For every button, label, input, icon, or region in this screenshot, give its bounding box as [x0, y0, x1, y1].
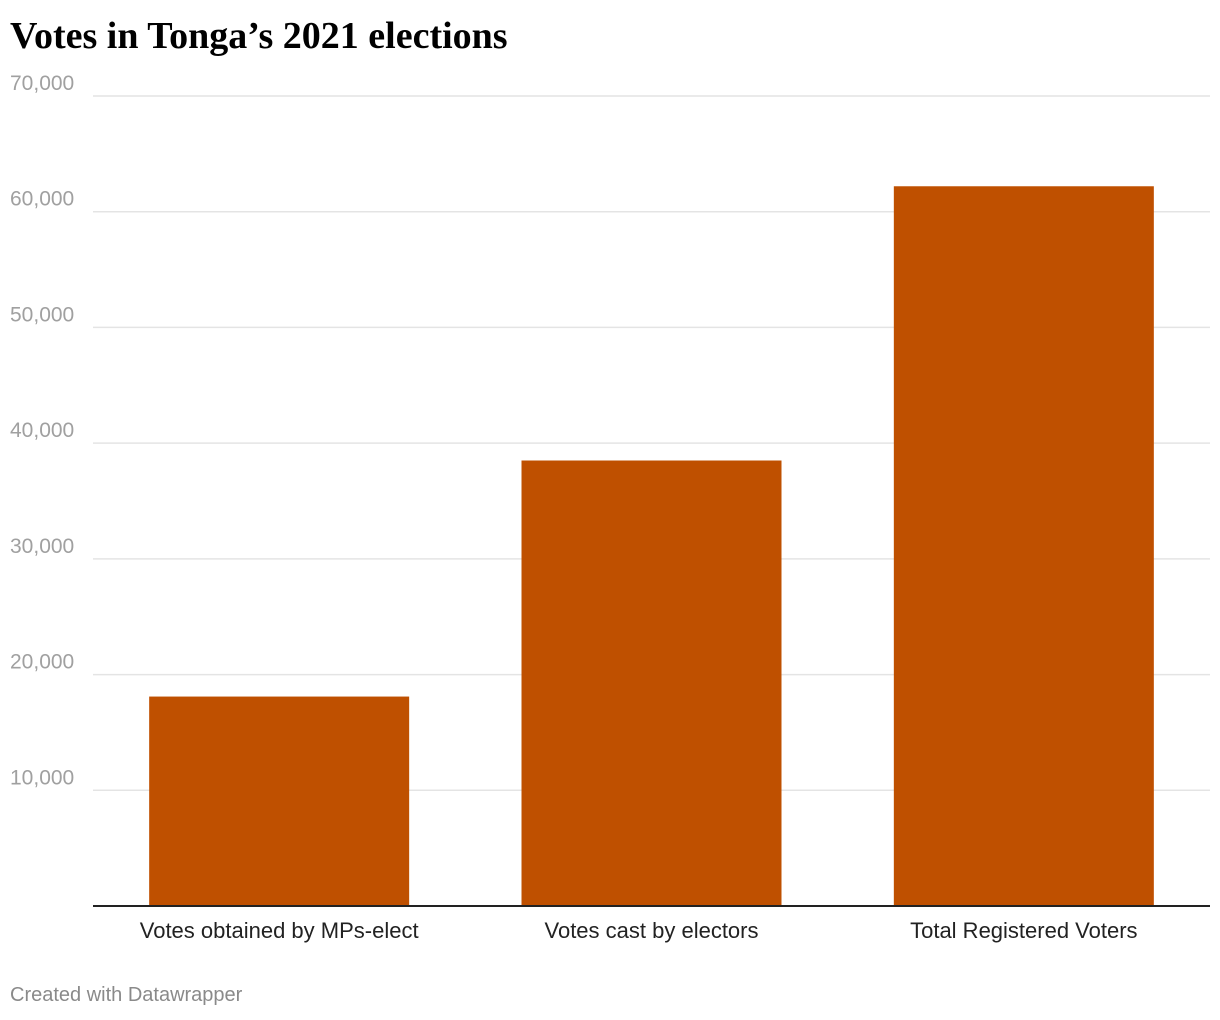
y-tick-label: 30,000 — [10, 535, 74, 558]
y-tick-label: 60,000 — [10, 188, 74, 211]
y-tick-label: 10,000 — [10, 766, 74, 789]
y-tick-label: 40,000 — [10, 419, 74, 442]
chart-title: Votes in Tonga’s 2021 elections — [10, 15, 508, 57]
bars — [149, 186, 1154, 906]
x-tick-label: Votes cast by electors — [545, 918, 759, 943]
footer-credit: Created with Datawrapper — [10, 984, 243, 1006]
y-tick-label: 70,000 — [10, 72, 74, 95]
x-tick-label: Votes obtained by MPs-elect — [140, 918, 419, 943]
bar — [521, 460, 782, 906]
y-axis-ticks: 10,000 20,000 30,000 40,000 50,000 60,000 70,0… — [10, 72, 74, 789]
y-tick-label: 50,000 — [10, 303, 74, 326]
bar — [893, 186, 1154, 906]
x-tick-label: Total Registered Voters — [910, 918, 1137, 943]
bar — [149, 696, 410, 906]
y-tick-label: 20,000 — [10, 651, 74, 674]
x-axis-ticks: Votes obtained by MPs-elect Votes cast by… — [140, 918, 1138, 943]
